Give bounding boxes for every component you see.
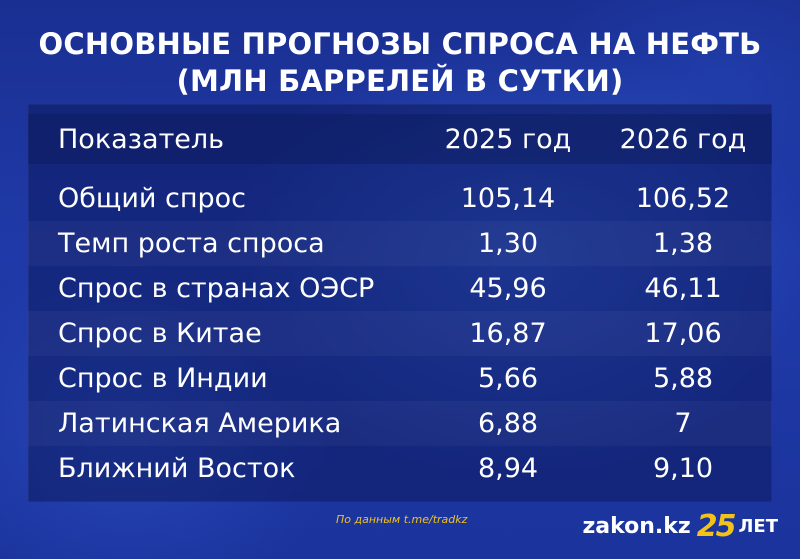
table-row: Спрос в Индии 5,66 5,88 xyxy=(28,356,772,401)
row-value-2026: 1,38 xyxy=(652,228,714,259)
page-title: ОСНОВНЫЕ ПРОГНОЗЫ СПРОСА НА НЕФТЬ (МЛН Б… xyxy=(0,26,800,100)
row-value-2025: 5,66 xyxy=(477,363,539,394)
source-caption: По данным t.me/tradkz xyxy=(336,513,468,526)
row-label: Латинская Америка xyxy=(58,408,342,439)
row-value-2026: 9,10 xyxy=(652,453,714,484)
brand-anniversary-word: ЛЕТ xyxy=(738,515,778,537)
row-value-2026: 17,06 xyxy=(644,318,722,349)
header-year-2026: 2026 год xyxy=(619,123,747,155)
table-header-row: Показатель 2025 год 2026 год xyxy=(28,114,772,164)
row-label: Общий спрос xyxy=(58,183,247,214)
table-row: Темп роста спроса 1,30 1,38 xyxy=(28,221,772,266)
row-value-2025: 16,87 xyxy=(469,318,547,349)
brand-site-name: zakon.kz xyxy=(582,513,691,539)
row-value-2026: 7 xyxy=(674,408,692,439)
brand-logo: zakon.kz 25 ЛЕТ xyxy=(582,508,778,544)
table-row: Спрос в Китае 16,87 17,06 xyxy=(28,311,772,356)
row-value-2025: 45,96 xyxy=(469,273,547,304)
page-title-line-2: (МЛН БАРРЕЛЕЙ В СУТКИ) xyxy=(176,64,624,98)
row-value-2025: 6,88 xyxy=(477,408,539,439)
row-label: Спрос в странах ОЭСР xyxy=(58,273,375,304)
forecast-table: Показатель 2025 год 2026 год Общий спрос… xyxy=(28,104,772,502)
row-value-2025: 8,94 xyxy=(477,453,539,484)
table-row: Общий спрос 105,14 106,52 xyxy=(28,176,772,221)
table-row: Латинская Америка 6,88 7 xyxy=(28,401,772,446)
row-label: Спрос в Индии xyxy=(58,363,268,394)
row-label: Ближний Восток xyxy=(58,453,296,484)
header-year-2025: 2025 год xyxy=(444,123,572,155)
page-title-line-1: ОСНОВНЫЕ ПРОГНОЗЫ СПРОСА НА НЕФТЬ xyxy=(38,27,762,61)
row-label: Темп роста спроса xyxy=(58,228,325,259)
header-indicator: Показатель xyxy=(58,123,225,155)
row-value-2025: 1,30 xyxy=(477,228,539,259)
table-row: Спрос в странах ОЭСР 45,96 46,11 xyxy=(28,266,772,311)
row-value-2025: 105,14 xyxy=(460,183,556,214)
row-value-2026: 5,88 xyxy=(652,363,714,394)
row-value-2026: 106,52 xyxy=(635,183,731,214)
row-label: Спрос в Китае xyxy=(58,318,262,349)
table-row: Ближний Восток 8,94 9,10 xyxy=(28,446,772,491)
row-value-2026: 46,11 xyxy=(644,273,722,304)
brand-anniversary-number: 25 xyxy=(696,508,737,544)
